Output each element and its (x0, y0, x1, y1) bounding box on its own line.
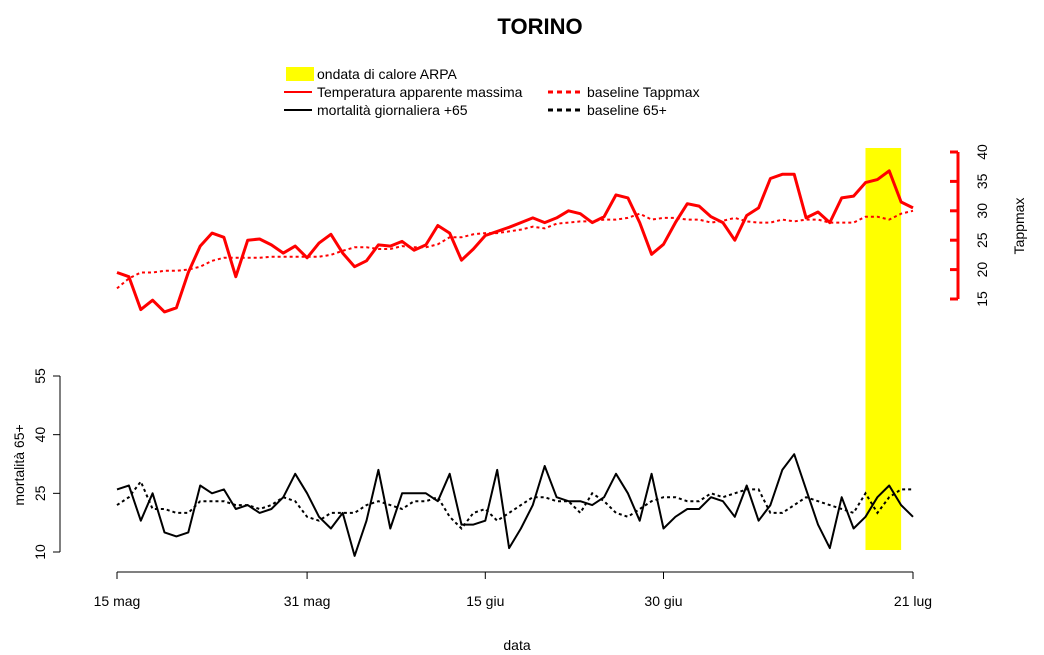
temp-ticks: 15 20 25 30 35 40 (950, 144, 990, 307)
series-line-mort (116, 453, 914, 557)
mort-tick-label: 55 (32, 368, 48, 384)
legend-mort-label: mortalità giornaliera +65 (317, 102, 468, 118)
series-line-temp-baseline (116, 209, 914, 290)
temp-tick-label: 35 (974, 173, 990, 189)
mort-ticks: 10 25 40 55 (32, 368, 60, 560)
legend-mort-baseline-label: baseline 65+ (587, 102, 667, 118)
mort-tick-label: 40 (32, 427, 48, 443)
legend: ondata di calore ARPA Temperatura appare… (284, 66, 700, 118)
mort-tick-label: 10 (32, 544, 48, 560)
x-tick-label: 21 lug (894, 593, 932, 609)
legend-heatwave-swatch (286, 67, 314, 81)
mort-tick-label: 25 (32, 485, 48, 501)
heatwave-band (865, 148, 902, 550)
legend-temp-baseline-label: baseline Tappmax (587, 84, 700, 100)
temp-tick-label: 15 (974, 291, 990, 307)
mort-axis-label: mortalità 65+ (11, 424, 27, 505)
temp-tick-label: 25 (974, 232, 990, 248)
legend-heatwave-label: ondata di calore ARPA (317, 66, 457, 82)
x-ticks: 15 mag 31 mag 15 giu 30 giu 21 lug (94, 572, 932, 609)
x-axis-label: data (503, 637, 530, 653)
x-tick-label: 15 mag (94, 593, 141, 609)
mort-axis: 10 25 40 55 mortalità 65+ (11, 368, 61, 560)
x-tick-label: 15 giu (466, 593, 504, 609)
chart-title: TORINO (497, 14, 582, 39)
series-line-temp (116, 169, 914, 314)
x-axis: 15 mag 31 mag 15 giu 30 giu 21 lug data (94, 571, 932, 653)
temp-tick-label: 40 (974, 144, 990, 160)
temp-tick-label: 20 (974, 262, 990, 278)
temp-axis-label: Tappmax (1011, 198, 1027, 255)
series-line-mort-baseline (116, 479, 913, 531)
temp-axis: 15 20 25 30 35 40 Tappmax (950, 144, 1027, 307)
temp-tick-label: 30 (974, 203, 990, 219)
x-tick-label: 31 mag (284, 593, 331, 609)
x-tick-label: 30 giu (644, 593, 682, 609)
legend-temp-label: Temperatura apparente massima (317, 84, 523, 100)
